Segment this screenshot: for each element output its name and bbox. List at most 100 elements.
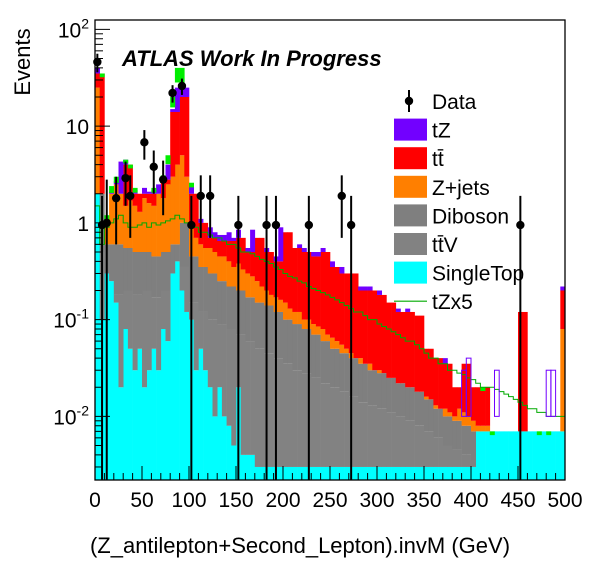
bar-tz — [250, 229, 256, 253]
legend-label: tt̄V — [432, 234, 458, 257]
bar-diboson — [156, 256, 162, 298]
bar-singletop — [193, 370, 199, 480]
bar-tz — [311, 252, 317, 257]
bar-ttv — [386, 412, 392, 467]
bar-tz — [142, 187, 147, 194]
x-tick-label: 500 — [547, 489, 582, 512]
bar-ttv — [268, 353, 274, 467]
bar-z+jets — [151, 205, 157, 257]
bar-z+jets — [165, 184, 171, 253]
bar-singletop — [555, 431, 561, 480]
bar-singletop — [151, 348, 157, 480]
bar-ttv — [381, 408, 387, 467]
bar-ttv — [395, 416, 401, 467]
bar-z+jets — [461, 412, 467, 426]
bar-tz — [170, 109, 176, 112]
bar-singletop — [546, 431, 552, 480]
bar-diboson — [461, 425, 467, 455]
bar-ttv — [146, 290, 152, 371]
bar-ttv — [456, 449, 462, 467]
x-tick-label: 50 — [130, 489, 153, 512]
bar-ttv — [367, 405, 373, 467]
bar-tt — [372, 290, 378, 371]
data-point — [126, 191, 135, 201]
bar-tt — [292, 247, 298, 312]
bar-diboson — [268, 305, 274, 354]
bar-tt — [254, 237, 260, 282]
bar-z+jets — [226, 261, 232, 287]
y-tick-label: 10-2 — [53, 402, 89, 429]
bar-ttv — [193, 302, 199, 371]
bar-singletop — [419, 466, 425, 480]
data-point — [516, 220, 525, 230]
bar-ttv — [311, 377, 317, 467]
bar-ttv — [358, 402, 364, 467]
outline-bin — [494, 369, 500, 417]
bar-z+jets — [174, 164, 180, 245]
bar-singletop — [226, 425, 232, 480]
bar-tz — [339, 266, 345, 274]
bar-diboson — [409, 387, 415, 421]
bar-singletop — [527, 431, 533, 480]
bar-z+jets — [179, 155, 185, 223]
bar-singletop — [447, 466, 453, 480]
bar-ttv — [184, 266, 190, 312]
bar-tt — [452, 387, 458, 417]
bar-z+jets — [344, 348, 350, 354]
bar-z+jets — [212, 252, 218, 274]
bar-z+jets — [254, 281, 260, 303]
bar-green-top — [109, 186, 115, 193]
bar-singletop — [137, 348, 143, 480]
bar-singletop — [184, 311, 190, 480]
bar-z+jets — [109, 193, 115, 245]
bar-tt — [174, 111, 180, 165]
bar-singletop — [287, 466, 293, 480]
bar-singletop — [508, 431, 514, 480]
bar-tz — [189, 184, 194, 194]
x-axis-label: (Z_antilepton+Second_Lepton).invM (GeV) — [90, 533, 510, 558]
bar-tz — [212, 232, 218, 238]
bar-z+jets — [480, 425, 486, 432]
chart-title: ATLAS Work In Progress — [121, 46, 382, 71]
bar-singletop — [283, 466, 288, 480]
bar-diboson — [442, 416, 448, 446]
bar-tt — [367, 290, 373, 364]
bar-z+jets — [193, 237, 199, 257]
bar-z+jets — [475, 425, 481, 432]
bar-tt — [334, 266, 340, 342]
bar-singletop — [170, 273, 176, 480]
bar-diboson — [301, 329, 307, 374]
bar-tz — [231, 237, 237, 241]
bar-singletop — [480, 431, 486, 480]
x-tick-label: 150 — [218, 489, 253, 512]
bar-green-top — [179, 67, 185, 83]
bar-diboson — [250, 297, 256, 342]
bar-tz — [174, 87, 180, 112]
bar-singletop — [179, 290, 185, 480]
legend-swatch — [394, 233, 427, 255]
bar-tt — [391, 302, 397, 378]
bar-singletop — [456, 466, 462, 480]
bar-diboson — [391, 377, 397, 413]
bar-ttv — [123, 290, 129, 330]
data-point — [149, 162, 158, 171]
bar-singletop — [560, 431, 566, 480]
bar-singletop — [132, 370, 138, 480]
bar-singletop — [400, 466, 406, 480]
bar-ttv — [137, 294, 143, 349]
bar-diboson — [452, 420, 458, 450]
bar-diboson — [207, 273, 213, 320]
bar-singletop — [428, 466, 434, 480]
bar-ttv — [297, 370, 303, 467]
bar-diboson — [311, 334, 317, 378]
bar-diboson — [372, 370, 378, 406]
bar-z+jets — [198, 244, 204, 267]
bar-diboson — [424, 399, 429, 432]
bar-ttv — [278, 358, 284, 467]
bar-diboson — [447, 416, 453, 446]
bar-diboson — [240, 290, 246, 335]
bar-z+jets — [471, 420, 476, 432]
legend-swatch — [394, 204, 427, 227]
bar-singletop — [231, 445, 237, 480]
bar-tz — [560, 286, 566, 291]
